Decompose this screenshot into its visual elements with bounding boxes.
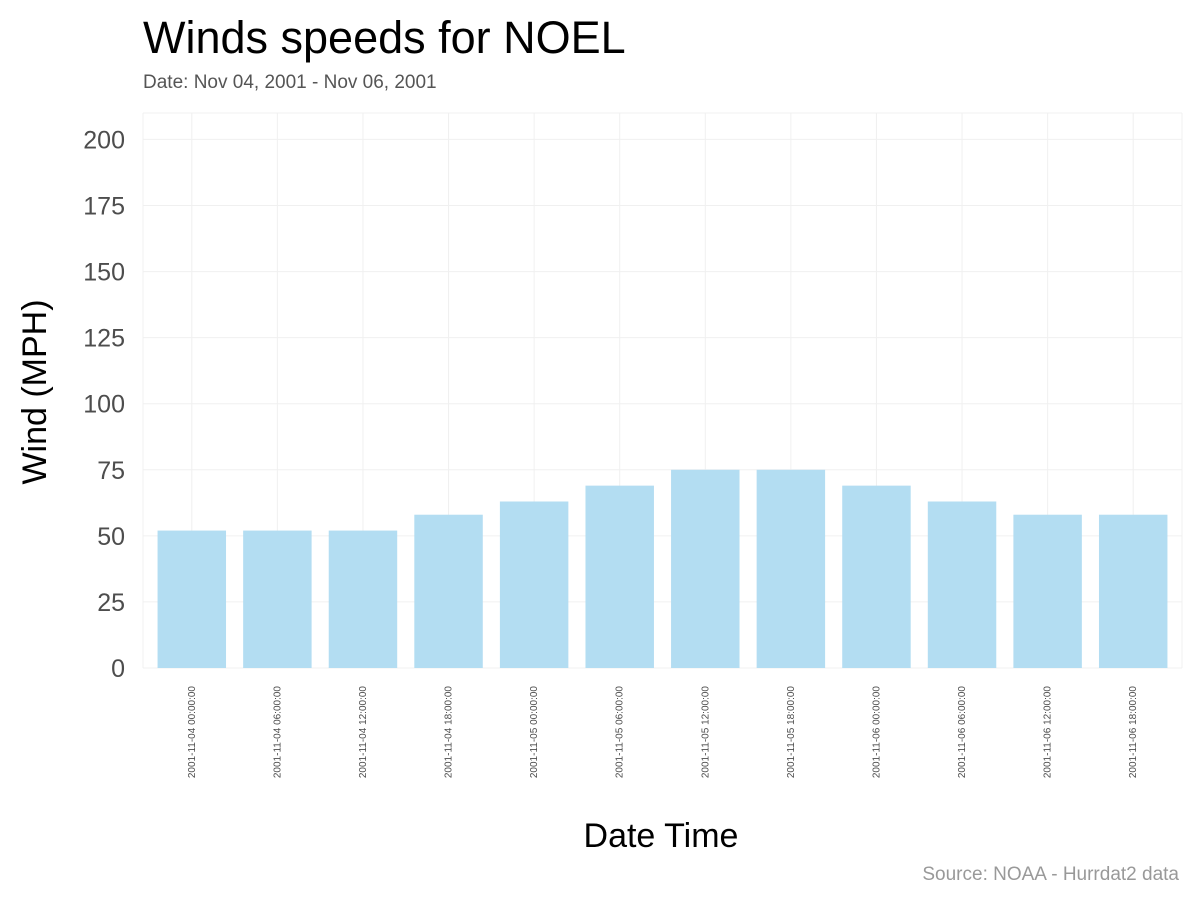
bar: [671, 469, 740, 668]
bar: [243, 530, 312, 668]
bars: [157, 469, 1168, 668]
bar: [1013, 514, 1082, 668]
x-tick-label: 2001-11-06 18:00:00: [1128, 686, 1139, 779]
bar: [842, 485, 911, 668]
x-tick-label: 2001-11-04 06:00:00: [272, 686, 283, 779]
x-tick-label: 2001-11-04 00:00:00: [187, 686, 198, 779]
x-tick-label: 2001-11-06 00:00:00: [871, 686, 882, 779]
x-tick-label: 2001-11-05 12:00:00: [700, 686, 711, 779]
x-tick-label: 2001-11-04 12:00:00: [358, 686, 369, 779]
y-tick-label: 200: [83, 126, 125, 154]
y-tick-label: 175: [83, 193, 125, 221]
y-tick-label: 0: [111, 655, 125, 683]
y-tick-label: 125: [83, 325, 125, 353]
x-tick-label: 2001-11-04 18:00:00: [444, 686, 455, 779]
x-tick-label: 2001-11-05 18:00:00: [786, 686, 797, 779]
x-axis-title: Date Time: [584, 817, 739, 855]
x-tick-label: 2001-11-05 06:00:00: [615, 686, 626, 779]
y-tick-label: 75: [97, 457, 125, 485]
x-tick-label: 2001-11-06 06:00:00: [957, 686, 968, 779]
bar: [756, 469, 826, 668]
bar: [328, 530, 398, 668]
bar: [927, 501, 997, 668]
y-axis-ticks: 0 25 50 75 100 125 150 175 200: [83, 126, 125, 683]
chart-subtitle: Date: Nov 04, 2001 - Nov 06, 2001: [143, 72, 437, 93]
x-tick-label: 2001-11-06 12:00:00: [1043, 686, 1054, 779]
bar: [1098, 514, 1168, 668]
bar: [157, 530, 227, 668]
y-axis-title: Wind (MPH): [16, 299, 54, 484]
x-axis-ticks: 2001-11-04 00:00:00 2001-11-04 06:00:00 20…: [187, 686, 1139, 779]
chart-title: Winds speeds for NOEL: [143, 12, 626, 63]
chart-caption: Source: NOAA - Hurrdat2 data: [922, 864, 1179, 885]
y-tick-label: 25: [97, 589, 125, 617]
y-tick-label: 50: [97, 523, 125, 551]
x-tick-label: 2001-11-05 00:00:00: [529, 686, 540, 779]
bar: [414, 514, 483, 668]
y-tick-label: 100: [83, 391, 125, 419]
bar: [585, 485, 654, 668]
y-tick-label: 150: [83, 259, 125, 287]
bar: [499, 501, 569, 668]
